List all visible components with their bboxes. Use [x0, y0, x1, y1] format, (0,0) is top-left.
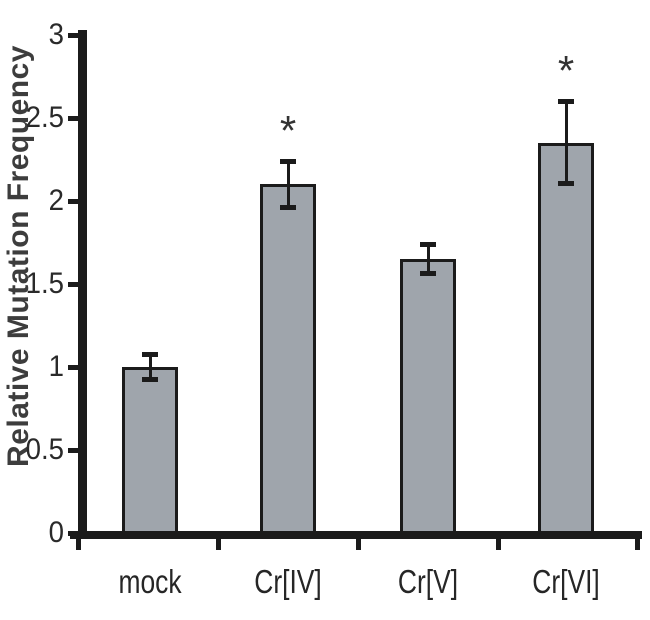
y-tick-label: 3: [48, 18, 64, 51]
y-axis-line: [78, 30, 87, 539]
error-bar-cap-bottom: [142, 377, 158, 383]
error-bar-cap-top: [280, 159, 296, 165]
error-bar-line: [564, 101, 568, 185]
error-bar-cap-top: [420, 242, 436, 248]
y-tick-mark: [68, 531, 78, 536]
y-tick-mark: [68, 199, 78, 204]
y-tick-label: 2.5: [25, 101, 64, 134]
x-tick-label-mock: mock: [118, 563, 182, 600]
x-tick-mark: [216, 539, 221, 550]
bar-Cr[IV]: [260, 184, 316, 537]
error-bar-line: [286, 161, 290, 208]
x-axis-line: [70, 531, 642, 539]
bar-Cr[V]: [400, 259, 456, 537]
error-bar-cap-bottom: [280, 204, 296, 210]
y-tick-mark: [68, 448, 78, 453]
x-tick-label-Cr[V]: Cr[V]: [397, 563, 459, 600]
error-bar-cap-top: [142, 351, 158, 357]
x-tick-mark: [356, 539, 361, 550]
y-tick-label: 1: [48, 350, 64, 383]
y-tick-label: 2: [48, 184, 64, 217]
bar-mock: [122, 367, 178, 537]
x-tick-mark: [76, 539, 81, 550]
y-tick-label: 1.5: [25, 267, 64, 300]
y-axis-title: Relative Mutation Frequency: [2, 45, 35, 467]
error-bar-line: [426, 244, 430, 275]
error-bar-cap-bottom: [420, 271, 436, 277]
y-tick-mark: [68, 33, 78, 38]
x-tick-label-Cr[IV]: Cr[IV]: [254, 563, 322, 600]
significance-asterisk: *: [557, 47, 575, 95]
y-tick-label: 0.5: [25, 433, 64, 466]
error-bar-cap-bottom: [558, 181, 574, 187]
x-tick-mark: [496, 539, 501, 550]
significance-asterisk: *: [279, 107, 297, 155]
x-tick-mark: [635, 539, 640, 550]
x-tick-label-Cr[VI]: Cr[VI]: [532, 563, 600, 600]
y-tick-mark: [68, 365, 78, 370]
y-tick-mark: [68, 116, 78, 121]
bar-Cr[VI]: [538, 142, 594, 537]
error-bar-cap-top: [558, 99, 574, 105]
y-tick-mark: [68, 282, 78, 287]
error-bar-line: [148, 353, 152, 381]
y-tick-label: 0: [48, 516, 64, 549]
